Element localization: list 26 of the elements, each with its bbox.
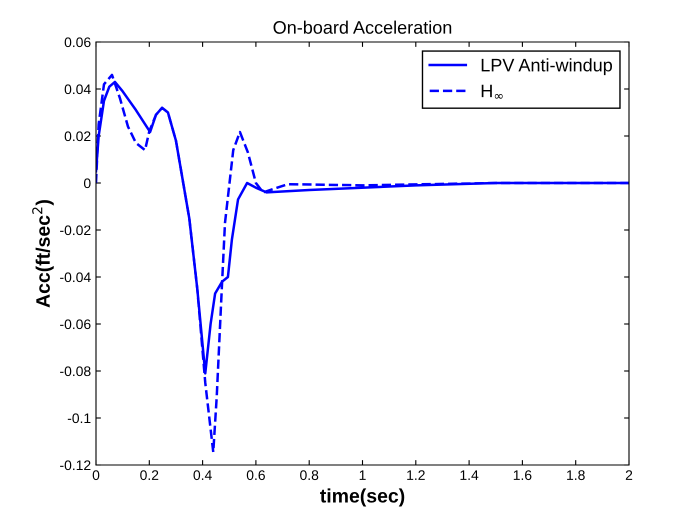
x-tick-label: 0 (92, 470, 100, 480)
x-tick-label: 1.8 (567, 470, 585, 480)
y-axis-title: Acc(ft/sec$^{2}$) (32, 200, 54, 308)
y-tick-label: -0.12 (60, 460, 90, 470)
y-tick-label: -0.1 (68, 413, 90, 424)
chart-title: On-board Acceleration (274, 20, 452, 34)
y-tick-label: -0.08 (60, 366, 91, 376)
y-tick-label: -0.02 (60, 225, 90, 236)
y-tick-label: 0 (84, 178, 91, 188)
x-tick-label: 0.8 (300, 470, 318, 480)
x-tick-label: 1.2 (407, 470, 425, 480)
y-tick-label: 0.04 (64, 84, 91, 94)
legend-label: LPV Anti-windup (482, 58, 612, 76)
y-tick-label: -0.04 (60, 272, 91, 282)
x-tick-label: 1 (360, 470, 366, 480)
x-tick-label: 0.4 (193, 470, 212, 480)
x-tick-label: 0.2 (140, 470, 158, 480)
x-tick-label: 1.6 (514, 470, 532, 480)
y-tick-label: 0.06 (64, 37, 91, 48)
x-tick-label: 1.4 (460, 470, 478, 480)
x-tick-label: 2 (626, 470, 632, 480)
y-tick-label: -0.06 (60, 319, 91, 330)
legend-label: H$_{∞}$ (482, 84, 503, 99)
y-tick-label: 0.02 (64, 131, 90, 142)
x-tick-label: 0.6 (246, 470, 265, 480)
x-axis-title: time(sec) (320, 488, 404, 506)
